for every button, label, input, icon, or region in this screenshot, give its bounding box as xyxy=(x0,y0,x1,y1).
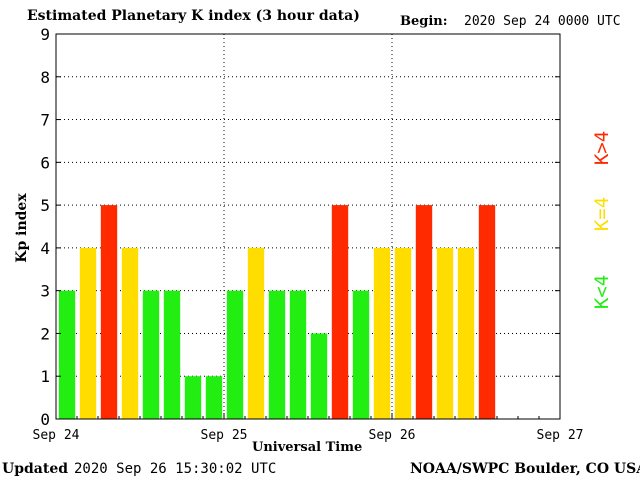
grid-layer xyxy=(56,34,560,419)
x-tick-label: Sep 25 xyxy=(201,428,248,443)
kp-bar xyxy=(457,247,475,419)
legend-high: K>4 xyxy=(591,130,613,166)
kp-bar xyxy=(268,290,286,419)
bars-layer xyxy=(58,205,496,419)
kp-bar xyxy=(415,205,433,419)
begin-value: 2020 Sep 24 0000 UTC xyxy=(464,14,621,29)
updated-label: Updated xyxy=(2,461,69,477)
begin-label: Begin: xyxy=(400,14,448,29)
kp-bar xyxy=(142,290,160,419)
legend-low: K<4 xyxy=(591,274,613,310)
y-tick-label: 5 xyxy=(40,196,50,215)
kp-bar xyxy=(163,290,181,419)
y-tick-label: 7 xyxy=(40,111,50,130)
kp-bar xyxy=(121,247,139,419)
y-tick-label: 4 xyxy=(40,239,50,258)
kp-bar xyxy=(58,290,76,419)
credit-text: NOAA/SWPC Boulder, CO USA xyxy=(410,461,640,477)
kp-bar xyxy=(436,247,454,419)
updated-value: 2020 Sep 26 15:30:02 UTC xyxy=(74,461,277,477)
kp-bar xyxy=(100,205,118,419)
chart-title: Estimated Planetary K index (3 hour data… xyxy=(27,8,360,24)
kp-bar xyxy=(394,247,412,419)
kp-bar xyxy=(331,205,349,419)
kp-bar xyxy=(310,333,328,419)
kp-bar xyxy=(79,247,97,419)
ticks-layer: 0 1 2 3 4 5 6 7 8 9 Sep 24 Sep 25 Sep 26 Sep 27 xyxy=(33,25,584,443)
x-axis-label: Universal Time xyxy=(252,440,363,455)
kp-bar xyxy=(184,376,202,419)
kp-bar xyxy=(205,376,223,419)
kp-bar xyxy=(478,205,496,419)
kp-bar xyxy=(352,290,370,419)
kp-bar xyxy=(226,290,244,419)
legend-mid: K=4 xyxy=(591,196,613,232)
y-tick-label: 9 xyxy=(40,25,50,44)
y-tick-label: 1 xyxy=(40,367,50,386)
y-tick-label: 3 xyxy=(40,282,50,301)
y-tick-label: 0 xyxy=(40,410,50,429)
kp-bar xyxy=(247,247,265,419)
x-tick-label: Sep 26 xyxy=(369,428,416,443)
x-tick-label: Sep 27 xyxy=(537,428,584,443)
kp-bar xyxy=(289,290,307,419)
kp-bar xyxy=(373,247,391,419)
y-tick-label: 8 xyxy=(40,68,50,87)
y-axis-label: Kp index xyxy=(14,193,30,263)
x-tick-label: Sep 24 xyxy=(33,428,80,443)
y-tick-label: 2 xyxy=(40,324,50,343)
y-tick-label: 6 xyxy=(40,153,50,172)
